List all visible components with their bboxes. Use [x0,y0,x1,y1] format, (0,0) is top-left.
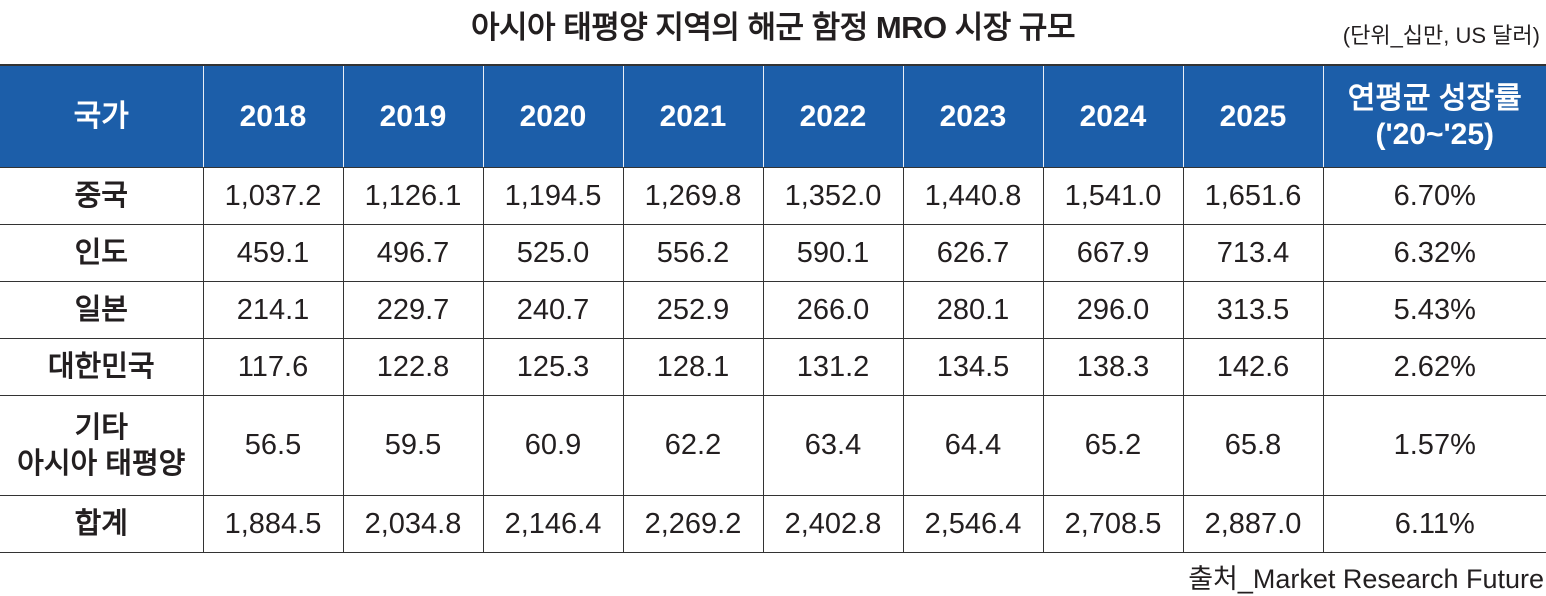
value-cell: 240.7 [483,282,623,339]
column-header: 2020 [483,65,623,168]
value-cell: 2,708.5 [1043,496,1183,553]
value-cell: 1,651.6 [1183,168,1323,225]
value-cell: 1,884.5 [203,496,343,553]
value-cell: 496.7 [343,225,483,282]
column-header: 2023 [903,65,1043,168]
country-cell: 일본 [0,282,203,339]
value-cell: 2,546.4 [903,496,1043,553]
value-cell: 65.2 [1043,396,1183,496]
country-label-line: 기타 [0,410,203,446]
value-cell: 2,269.2 [623,496,763,553]
value-cell: 2,034.8 [343,496,483,553]
value-cell: 64.4 [903,396,1043,496]
value-cell: 62.2 [623,396,763,496]
column-header: 2024 [1043,65,1183,168]
value-cell: 313.5 [1183,282,1323,339]
column-header: 2022 [763,65,903,168]
cagr-header-line1: 연평균 성장률 [1324,81,1546,117]
country-cell: 대한민국 [0,339,203,396]
value-cell: 138.3 [1043,339,1183,396]
column-header: 국가 [0,65,203,168]
value-cell: 214.1 [203,282,343,339]
country-cell: 합계 [0,496,203,553]
value-cell: 1,194.5 [483,168,623,225]
source-note: 출처_Market Research Future [1188,557,1544,596]
value-cell: 459.1 [203,225,343,282]
value-cell: 131.2 [763,339,903,396]
unit-label: (단위_십만, US 달러) [1343,18,1540,50]
value-cell: 296.0 [1043,282,1183,339]
value-cell: 134.5 [903,339,1043,396]
value-cell: 2,146.4 [483,496,623,553]
mro-market-table: 국가 2018 2019 2020 2021 2022 2023 2024 20… [0,64,1546,553]
column-header-cagr: 연평균 성장률 ('20~'25) [1323,65,1546,168]
column-header: 2025 [1183,65,1323,168]
value-cell: 1,440.8 [903,168,1043,225]
country-cell: 인도 [0,225,203,282]
value-cell: 252.9 [623,282,763,339]
value-cell: 1,037.2 [203,168,343,225]
country-label-line: 아시아 태평양 [0,446,203,482]
value-cell: 125.3 [483,339,623,396]
value-cell: 63.4 [763,396,903,496]
column-header: 2021 [623,65,763,168]
cagr-cell: 2.62% [1323,339,1546,396]
cagr-header-line2: ('20~'25) [1324,117,1546,153]
value-cell: 556.2 [623,225,763,282]
column-header: 2018 [203,65,343,168]
header-row: 국가 2018 2019 2020 2021 2022 2023 2024 20… [0,65,1546,168]
value-cell: 713.4 [1183,225,1323,282]
value-cell: 2,887.0 [1183,496,1323,553]
value-cell: 229.7 [343,282,483,339]
value-cell: 626.7 [903,225,1043,282]
value-cell: 280.1 [903,282,1043,339]
country-cell: 중국 [0,168,203,225]
value-cell: 667.9 [1043,225,1183,282]
cagr-cell: 6.70% [1323,168,1546,225]
cagr-cell: 5.43% [1323,282,1546,339]
value-cell: 142.6 [1183,339,1323,396]
value-cell: 2,402.8 [763,496,903,553]
value-cell: 56.5 [203,396,343,496]
value-cell: 525.0 [483,225,623,282]
value-cell: 60.9 [483,396,623,496]
value-cell: 1,269.8 [623,168,763,225]
value-cell: 1,541.0 [1043,168,1183,225]
page-title: 아시아 태평양 지역의 해군 함정 MRO 시장 규모 [0,2,1546,47]
value-cell: 59.5 [343,396,483,496]
value-cell: 1,126.1 [343,168,483,225]
value-cell: 122.8 [343,339,483,396]
value-cell: 266.0 [763,282,903,339]
value-cell: 590.1 [763,225,903,282]
cagr-cell: 6.32% [1323,225,1546,282]
cagr-cell: 6.11% [1323,496,1546,553]
value-cell: 1,352.0 [763,168,903,225]
value-cell: 117.6 [203,339,343,396]
value-cell: 128.1 [623,339,763,396]
value-cell: 65.8 [1183,396,1323,496]
column-header: 2019 [343,65,483,168]
cagr-cell: 1.57% [1323,396,1546,496]
